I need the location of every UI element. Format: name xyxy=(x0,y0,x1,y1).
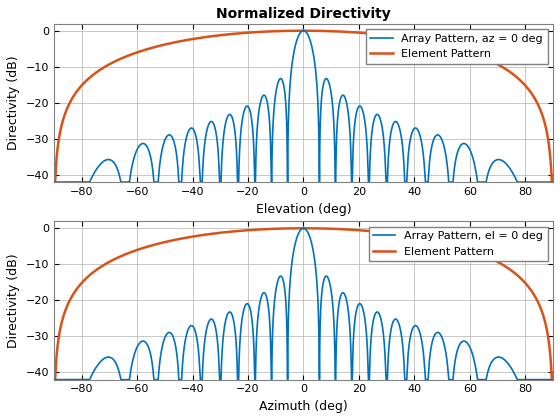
Element Pattern xyxy=(53,359,59,364)
Array Pattern, el = 0 deg xyxy=(523,377,530,382)
Array Pattern, az = 0 deg xyxy=(523,180,530,185)
Legend: Array Pattern, az = 0 deg, Element Pattern: Array Pattern, az = 0 deg, Element Patte… xyxy=(366,29,548,63)
Legend: Array Pattern, el = 0 deg, Element Pattern: Array Pattern, el = 0 deg, Element Patte… xyxy=(368,227,548,261)
Element Pattern xyxy=(50,180,57,185)
Element Pattern xyxy=(80,278,87,284)
Array Pattern, el = 0 deg xyxy=(53,377,59,382)
Element Pattern xyxy=(300,226,307,231)
Array Pattern, el = 0 deg xyxy=(300,226,307,231)
Line: Array Pattern, el = 0 deg: Array Pattern, el = 0 deg xyxy=(54,228,553,380)
Array Pattern, el = 0 deg xyxy=(50,377,57,382)
Element Pattern xyxy=(550,180,557,185)
Element Pattern xyxy=(550,377,557,382)
Element Pattern xyxy=(148,45,155,50)
X-axis label: Azimuth (deg): Azimuth (deg) xyxy=(259,400,348,413)
Y-axis label: Directivity (dB): Directivity (dB) xyxy=(7,253,20,348)
Element Pattern xyxy=(295,226,301,231)
Line: Array Pattern, az = 0 deg: Array Pattern, az = 0 deg xyxy=(54,31,553,182)
Element Pattern xyxy=(300,28,307,33)
Element Pattern xyxy=(80,81,87,86)
Array Pattern, el = 0 deg xyxy=(550,377,557,382)
Element Pattern xyxy=(50,377,57,382)
X-axis label: Elevation (deg): Elevation (deg) xyxy=(256,202,351,215)
Array Pattern, az = 0 deg xyxy=(50,180,57,185)
Element Pattern xyxy=(148,243,155,248)
Array Pattern, el = 0 deg xyxy=(148,358,155,363)
Element Pattern xyxy=(523,84,530,89)
Array Pattern, el = 0 deg xyxy=(295,232,301,237)
Array Pattern, az = 0 deg xyxy=(148,160,155,165)
Array Pattern, az = 0 deg xyxy=(71,180,78,185)
Element Pattern xyxy=(53,162,59,167)
Element Pattern xyxy=(523,282,530,287)
Element Pattern xyxy=(71,92,78,97)
Element Pattern xyxy=(295,28,301,33)
Array Pattern, el = 0 deg xyxy=(80,377,87,382)
Y-axis label: Directivity (dB): Directivity (dB) xyxy=(7,55,20,150)
Line: Element Pattern: Element Pattern xyxy=(54,228,553,380)
Array Pattern, el = 0 deg xyxy=(71,377,78,382)
Title: Normalized Directivity: Normalized Directivity xyxy=(216,7,391,21)
Array Pattern, az = 0 deg xyxy=(300,28,307,33)
Array Pattern, az = 0 deg xyxy=(53,180,59,185)
Array Pattern, az = 0 deg xyxy=(550,180,557,185)
Array Pattern, az = 0 deg xyxy=(295,35,301,40)
Element Pattern xyxy=(71,290,78,295)
Array Pattern, az = 0 deg xyxy=(80,180,87,185)
Line: Element Pattern: Element Pattern xyxy=(54,31,553,182)
